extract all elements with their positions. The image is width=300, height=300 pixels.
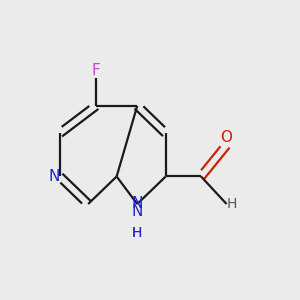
Text: N: N <box>48 169 60 184</box>
Text: F: F <box>92 63 100 78</box>
Text: H: H <box>132 226 142 240</box>
Text: N: N <box>132 204 143 219</box>
Text: H: H <box>132 226 142 240</box>
Text: O: O <box>220 130 232 145</box>
Text: N: N <box>132 196 143 211</box>
Text: H: H <box>226 197 237 211</box>
